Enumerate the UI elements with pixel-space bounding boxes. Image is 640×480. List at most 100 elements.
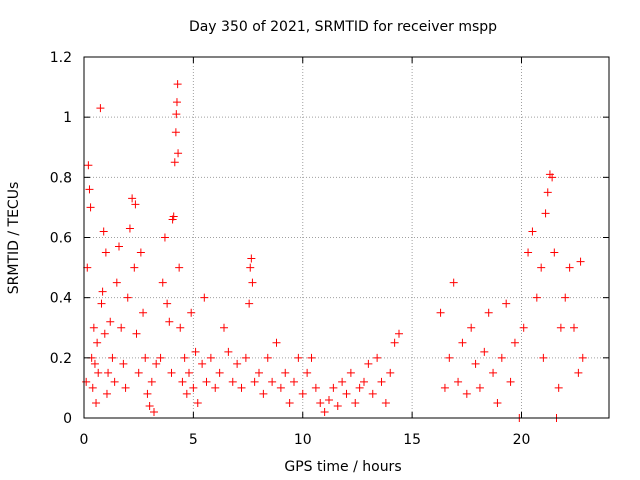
data-point	[462, 389, 471, 398]
data-point	[185, 368, 193, 377]
data-point	[556, 323, 565, 332]
y-tick-label: 0.8	[50, 170, 72, 186]
x-tick-label: 20	[513, 432, 531, 448]
data-point	[395, 329, 403, 338]
data-point	[565, 263, 574, 272]
data-point	[268, 377, 277, 386]
data-point	[131, 200, 140, 209]
data-point	[128, 194, 137, 203]
data-point	[550, 248, 559, 257]
data-point	[445, 353, 454, 362]
data-point	[250, 377, 259, 386]
data-point	[255, 368, 263, 377]
data-point	[106, 317, 115, 326]
data-point	[436, 308, 445, 317]
x-axis-title: GPS time / hours	[284, 459, 401, 475]
data-point	[134, 368, 143, 377]
data-point	[246, 263, 255, 272]
y-tick-label: 0.2	[50, 351, 72, 367]
data-point	[160, 233, 169, 242]
data-point	[147, 377, 156, 386]
data-point	[139, 308, 148, 317]
y-tick-labels: 0 0.2 0.4 0.6 0.8 1 1.2	[50, 50, 72, 427]
data-point	[145, 401, 154, 410]
data-point	[136, 248, 145, 257]
data-point	[373, 353, 382, 362]
data-point	[528, 227, 537, 236]
data-point	[510, 338, 519, 347]
data-point	[570, 323, 578, 332]
data-point	[237, 383, 246, 392]
data-point	[524, 248, 533, 257]
data-point	[454, 377, 463, 386]
data-point	[112, 278, 121, 287]
data-point	[364, 359, 373, 368]
data-point	[471, 359, 480, 368]
data-point	[532, 293, 541, 302]
data-point	[119, 359, 128, 368]
data-point	[104, 368, 113, 377]
data-point	[355, 383, 364, 392]
data-point	[163, 299, 172, 308]
data-point	[176, 323, 185, 332]
x-tick-label: 5	[189, 432, 198, 448]
data-point	[172, 98, 181, 107]
data-point	[259, 389, 268, 398]
data-point	[233, 359, 242, 368]
data-point	[561, 293, 570, 302]
data-point	[102, 389, 111, 398]
data-point	[386, 368, 395, 377]
data-points	[82, 80, 587, 422]
data-point	[202, 377, 211, 386]
data-point	[115, 242, 123, 251]
data-point	[94, 368, 103, 377]
data-point	[89, 323, 98, 332]
data-point	[85, 185, 94, 194]
data-point	[541, 209, 550, 218]
data-point	[281, 368, 290, 377]
data-point	[290, 377, 298, 386]
data-point	[342, 389, 351, 398]
data-point	[152, 359, 161, 368]
data-point	[220, 323, 228, 332]
y-tick-label: 1.2	[50, 50, 72, 66]
data-point	[101, 248, 110, 257]
data-point	[285, 398, 294, 407]
data-point	[86, 203, 95, 212]
data-point	[132, 329, 141, 338]
data-point	[123, 293, 132, 302]
data-point	[543, 188, 552, 197]
data-point	[548, 173, 557, 182]
x-tick-label: 15	[403, 432, 421, 448]
grid-lines	[84, 57, 609, 418]
chart-title: Day 350 of 2021, SRMTID for receiver msp…	[189, 19, 497, 35]
data-point	[519, 323, 528, 332]
data-point	[173, 80, 182, 89]
data-point	[117, 323, 126, 332]
x-tick-label: 10	[294, 432, 312, 448]
data-point	[539, 353, 548, 362]
data-point	[475, 383, 484, 392]
data-point	[211, 383, 220, 392]
data-point	[170, 158, 179, 167]
data-point	[449, 278, 458, 287]
data-point	[110, 377, 119, 386]
data-point	[108, 353, 117, 362]
data-point	[316, 398, 325, 407]
data-point	[320, 407, 329, 416]
data-point	[193, 398, 202, 407]
data-point	[228, 377, 237, 386]
data-point	[537, 263, 546, 272]
data-point	[390, 338, 399, 347]
data-point	[241, 353, 250, 362]
data-point	[480, 347, 489, 356]
data-point	[272, 338, 281, 347]
data-point	[578, 353, 587, 362]
data-point	[84, 161, 93, 170]
data-point	[150, 407, 158, 416]
data-point	[200, 293, 209, 302]
data-point	[576, 257, 585, 266]
data-point	[97, 299, 106, 308]
